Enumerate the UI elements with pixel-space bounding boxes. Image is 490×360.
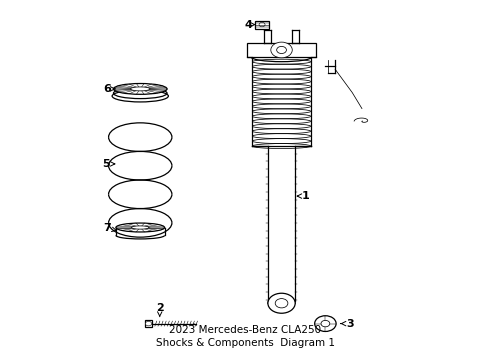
Circle shape [277, 46, 287, 54]
Text: 2: 2 [156, 303, 164, 313]
Text: 2023 Mercedes-Benz CLA250
Shocks & Components  Diagram 1: 2023 Mercedes-Benz CLA250 Shocks & Compo… [155, 325, 335, 348]
Circle shape [259, 22, 265, 27]
Bar [145, 320, 152, 327]
Text: 7: 7 [104, 223, 112, 233]
Circle shape [268, 293, 295, 313]
Ellipse shape [116, 223, 165, 232]
Ellipse shape [131, 226, 149, 229]
Ellipse shape [114, 84, 167, 94]
Circle shape [146, 321, 151, 326]
Ellipse shape [130, 87, 150, 91]
Bar [255, 21, 269, 28]
Circle shape [321, 320, 330, 327]
Text: 5: 5 [102, 159, 110, 169]
Text: 6: 6 [104, 84, 112, 94]
Circle shape [271, 42, 292, 58]
Circle shape [315, 316, 336, 332]
Text: 1: 1 [302, 191, 310, 201]
Bar [247, 43, 316, 57]
Circle shape [275, 298, 288, 308]
Text: 4: 4 [245, 19, 253, 30]
Text: 3: 3 [346, 319, 354, 329]
